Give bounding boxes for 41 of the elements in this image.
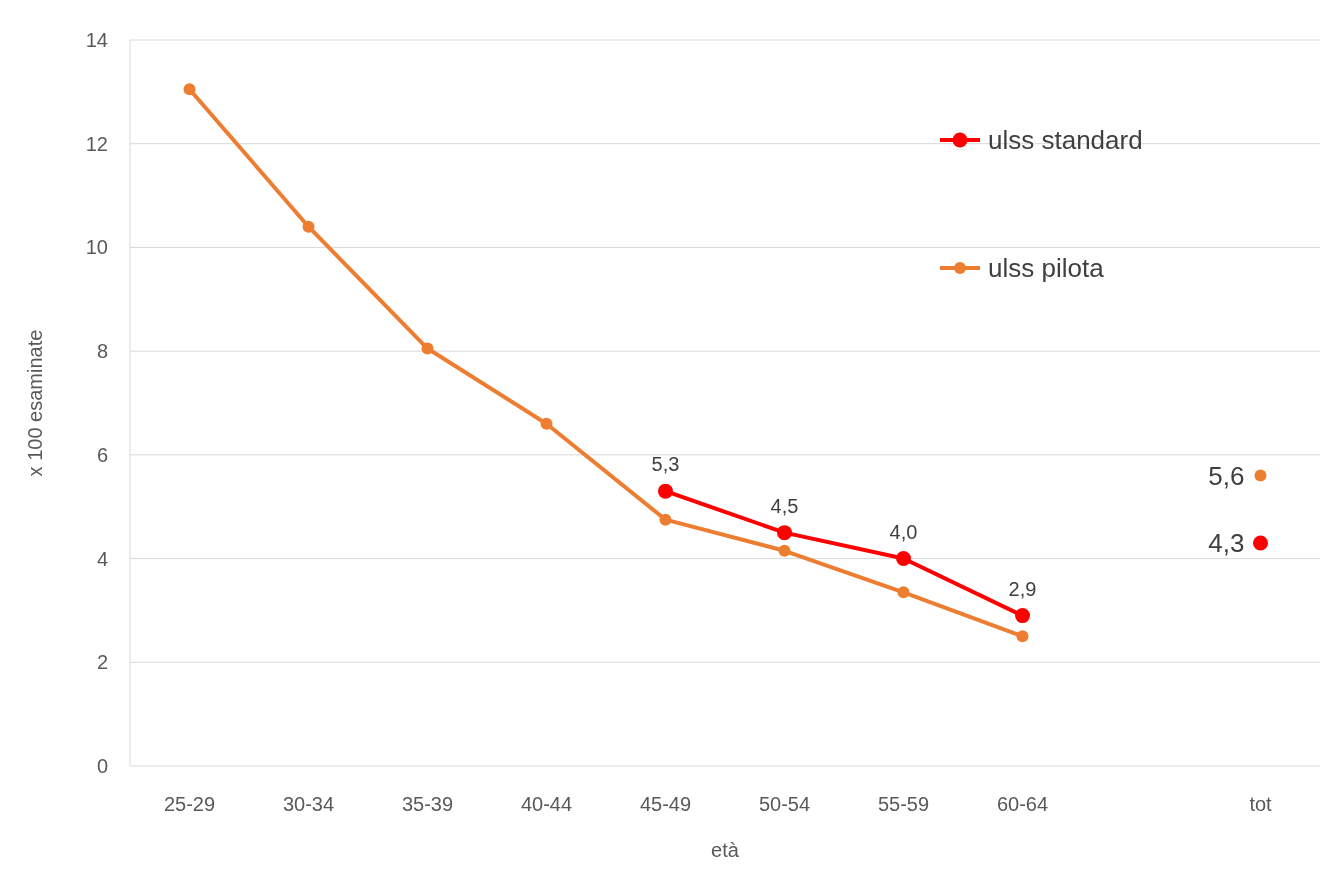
y-tick-label: 10 bbox=[85, 236, 108, 259]
x-tick-label: 30-34 bbox=[282, 793, 335, 815]
data-label: 4,0 bbox=[889, 520, 918, 543]
x-tick-label: 40-44 bbox=[520, 793, 573, 815]
legend-label: ulss pilota bbox=[988, 253, 1105, 284]
point bbox=[896, 551, 911, 567]
point bbox=[421, 342, 434, 355]
y-tick-label: 6 bbox=[96, 443, 108, 466]
point bbox=[1254, 469, 1267, 482]
data-label: 2,9 bbox=[1008, 577, 1037, 600]
point bbox=[540, 417, 553, 430]
y-tick-label: 14 bbox=[85, 29, 108, 51]
point bbox=[1015, 608, 1030, 624]
y-tick-label: 12 bbox=[85, 132, 108, 155]
point bbox=[1253, 535, 1268, 551]
point bbox=[897, 586, 910, 599]
x-tick-label: 60-64 bbox=[996, 793, 1049, 815]
x-tick-label: 25-29 bbox=[163, 793, 216, 815]
y-axis-title: x 100 esaminate bbox=[24, 329, 46, 477]
point bbox=[302, 220, 315, 233]
y-tick-label: 4 bbox=[96, 547, 108, 570]
data-label: 4,3 bbox=[1208, 528, 1245, 559]
data-label: 4,5 bbox=[770, 494, 799, 517]
x-tick-label: tot bbox=[1249, 793, 1273, 815]
y-tick-label: 2 bbox=[96, 651, 108, 674]
x-tick-label: 35-39 bbox=[401, 793, 454, 815]
point bbox=[1016, 630, 1029, 643]
point bbox=[658, 483, 673, 499]
point bbox=[659, 513, 672, 526]
data-label: 5,6 bbox=[1208, 460, 1245, 491]
x-axis-title: età bbox=[711, 839, 740, 861]
x-tick-label: 55-59 bbox=[877, 793, 930, 815]
x-tick-label: 45-49 bbox=[639, 793, 692, 815]
point bbox=[778, 544, 791, 557]
point bbox=[183, 83, 196, 96]
data-label: 5,3 bbox=[651, 453, 680, 476]
legend-label: ulss standard bbox=[988, 125, 1143, 156]
y-tick-label: 0 bbox=[96, 755, 108, 777]
point bbox=[777, 525, 792, 541]
x-tick-label: 50-54 bbox=[758, 793, 811, 815]
y-tick-label: 8 bbox=[96, 340, 108, 363]
